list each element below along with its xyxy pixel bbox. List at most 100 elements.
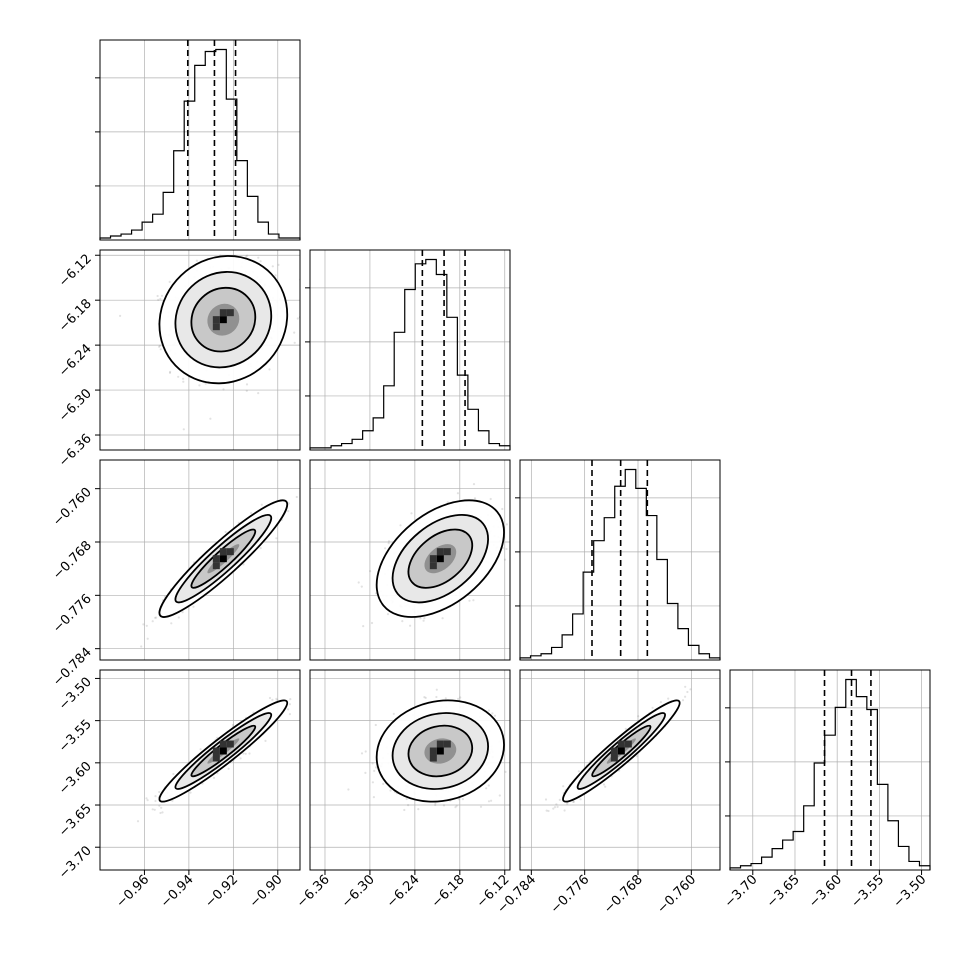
contour-line-3 [158,699,289,803]
sample-point [501,507,504,511]
sample-point [435,695,438,699]
sample-point [245,255,248,258]
sample-point [244,752,247,755]
contour-line-3 [375,699,505,803]
scatter-panel-1-0 [99,249,301,451]
density-peak-cell [429,747,437,755]
sample-point [245,383,249,386]
sample-point [399,524,402,527]
panel-1-0-frame [99,249,301,451]
contour-line-2 [174,712,273,790]
sample-point [264,739,267,743]
sample-point [651,706,654,709]
sample-point [293,331,296,334]
sample-point [136,820,140,823]
sample-point [373,769,376,773]
sample-point [289,698,292,701]
sample-point [479,805,483,808]
sample-point [154,616,157,619]
sample-point [288,713,291,716]
sample-point [145,797,148,800]
sample-point [277,263,280,266]
sample-point [389,789,392,792]
sample-point [242,563,245,566]
sample-point [370,621,374,625]
sample-point [177,375,180,378]
sample-point [473,497,477,500]
scatter-panel-3-1 [309,669,519,871]
panel-2-0-frame [99,459,301,661]
histogram-0-outline [99,48,301,240]
density-peak-cell [436,548,444,556]
sample-point [159,811,162,815]
sample-point [487,784,490,787]
sample-point [579,798,582,801]
sample-point [227,767,230,770]
density-peak-cell [226,548,234,556]
sample-point [158,344,161,347]
sample-point [156,294,159,298]
histogram-1-outline [309,258,511,450]
sample-point [491,712,494,715]
sample-point [140,645,143,648]
scatter-panel-3-0 [99,669,301,871]
histogram-panel-1 [305,249,511,451]
density-peak-cell [212,555,220,563]
sample-point [435,688,438,691]
sample-point [145,624,148,627]
panel-2-1-frame [309,459,511,661]
scatter-panel-3-2 [519,669,721,871]
sample-point [487,709,490,712]
sample-point [159,348,162,351]
sample-point [160,294,164,297]
contour-line-1 [407,528,474,589]
sample-point [182,380,185,383]
sample-point [532,474,534,476]
sample-point [457,697,460,701]
sample-point [472,599,475,602]
sample-point [259,260,262,263]
sample-point [239,757,242,760]
sample-point [275,697,278,701]
contour-line-3 [158,499,289,618]
sample-point [417,808,420,811]
sample-point [199,748,202,751]
sample-point [168,371,172,374]
sample-point [271,698,274,702]
density-peak-cell [219,548,227,556]
sample-point [360,752,364,755]
histogram-panel-2 [515,459,721,661]
sample-point [296,317,299,320]
sample-point [119,314,122,317]
sample-point [503,558,507,561]
sample-point [161,811,164,814]
contour-line-1 [190,724,257,778]
sample-point [224,530,227,534]
sample-point [382,782,385,786]
histogram-0-frame [99,39,301,241]
sample-point [498,794,501,797]
sample-point [441,617,444,620]
sample-point [158,345,161,348]
sample-point [146,637,149,640]
sample-point [517,735,519,737]
sample-point [387,540,391,543]
sample-point [158,790,161,794]
sample-point [392,712,395,716]
sample-point [517,522,519,524]
sample-point [189,791,192,794]
sample-point [154,795,157,798]
sample-point [424,696,427,700]
sample-point [268,696,272,700]
density-peak-cell [219,747,227,755]
sample-point [472,483,476,486]
sample-point [198,384,201,387]
sample-point [275,537,278,540]
sample-point [637,715,640,718]
density-peak-cell [443,740,451,748]
contour-line-3 [375,499,505,618]
sample-point [566,802,569,805]
sample-point [369,570,372,573]
sample-point [151,808,154,811]
